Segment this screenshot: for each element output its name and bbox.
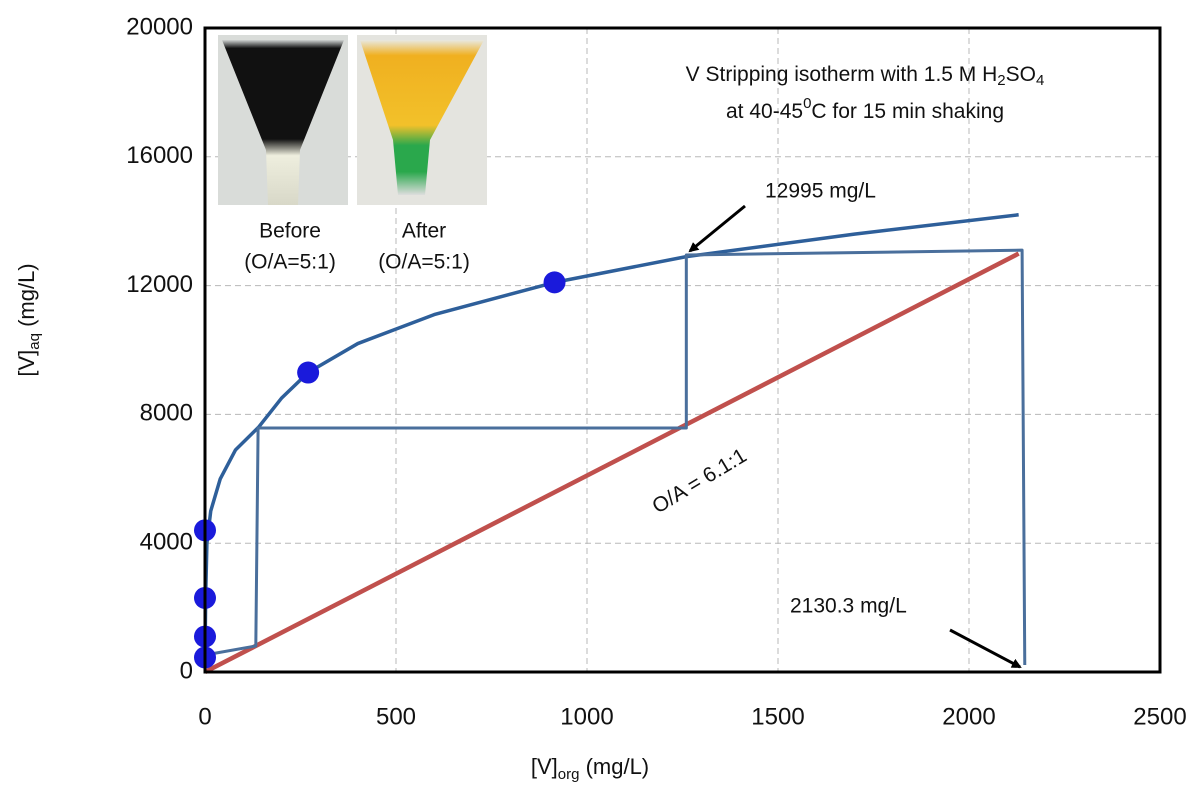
caption: Before	[259, 220, 321, 243]
annotation-title: V Stripping isotherm with 1.5 M H2SO4	[686, 63, 1045, 89]
y-tick-label: 12000	[126, 271, 193, 298]
data-line	[203, 213, 1019, 656]
text: [V]	[531, 754, 558, 779]
data-point	[543, 271, 566, 294]
x-tick-label: 500	[376, 703, 416, 730]
x-tick-label: 0	[198, 703, 211, 730]
y-tick-label: 16000	[126, 142, 193, 169]
caption: (O/A=5:1)	[244, 251, 336, 274]
y-tick-label: 20000	[126, 13, 193, 40]
x-axis-label: [V]org (mg/L)	[531, 754, 649, 783]
y-tick-label: 8000	[140, 400, 193, 427]
data-line	[204, 248, 1027, 666]
annotation-title: at 40-450C for 15 min shaking	[726, 95, 1004, 123]
subscript: 4	[1036, 72, 1044, 89]
annotation: 12995 mg/L	[765, 180, 876, 203]
subscript: org	[558, 766, 580, 783]
superscript: 0	[803, 95, 811, 112]
annotation: 2130.3 mg/L	[790, 595, 907, 618]
y-tick-label: 4000	[140, 529, 193, 556]
text: C for 15 min shaking	[811, 100, 1004, 123]
caption: After	[402, 220, 446, 243]
text: (mg/L)	[14, 263, 39, 333]
arrow	[949, 628, 1022, 669]
text: V Stripping isotherm with 1.5 M H	[686, 63, 998, 86]
subscript: 2	[997, 72, 1005, 89]
arrow	[688, 204, 746, 253]
x-tick-label: 2000	[942, 703, 995, 730]
x-tick-label: 1000	[560, 703, 613, 730]
subscript: aq	[26, 333, 43, 350]
text: [V]	[14, 350, 39, 377]
y-tick-label: 0	[180, 657, 193, 684]
photo-before-flask	[222, 40, 344, 205]
text: (mg/L)	[579, 754, 649, 779]
x-tick-label: 2500	[1133, 703, 1186, 730]
plot-frame	[203, 26, 1162, 674]
annotation: O/A = 6.1:1	[648, 444, 750, 518]
data-point	[297, 361, 320, 384]
caption: (O/A=5:1)	[378, 251, 470, 274]
plot-marks	[194, 213, 1027, 675]
text: at 40-45	[726, 100, 803, 123]
photo-after-flask	[360, 40, 484, 195]
y-axis-label: [V]aq (mg/L)	[14, 263, 43, 376]
text: SO	[1006, 63, 1036, 86]
data-line	[203, 251, 1020, 675]
x-tick-label: 1500	[751, 703, 804, 730]
